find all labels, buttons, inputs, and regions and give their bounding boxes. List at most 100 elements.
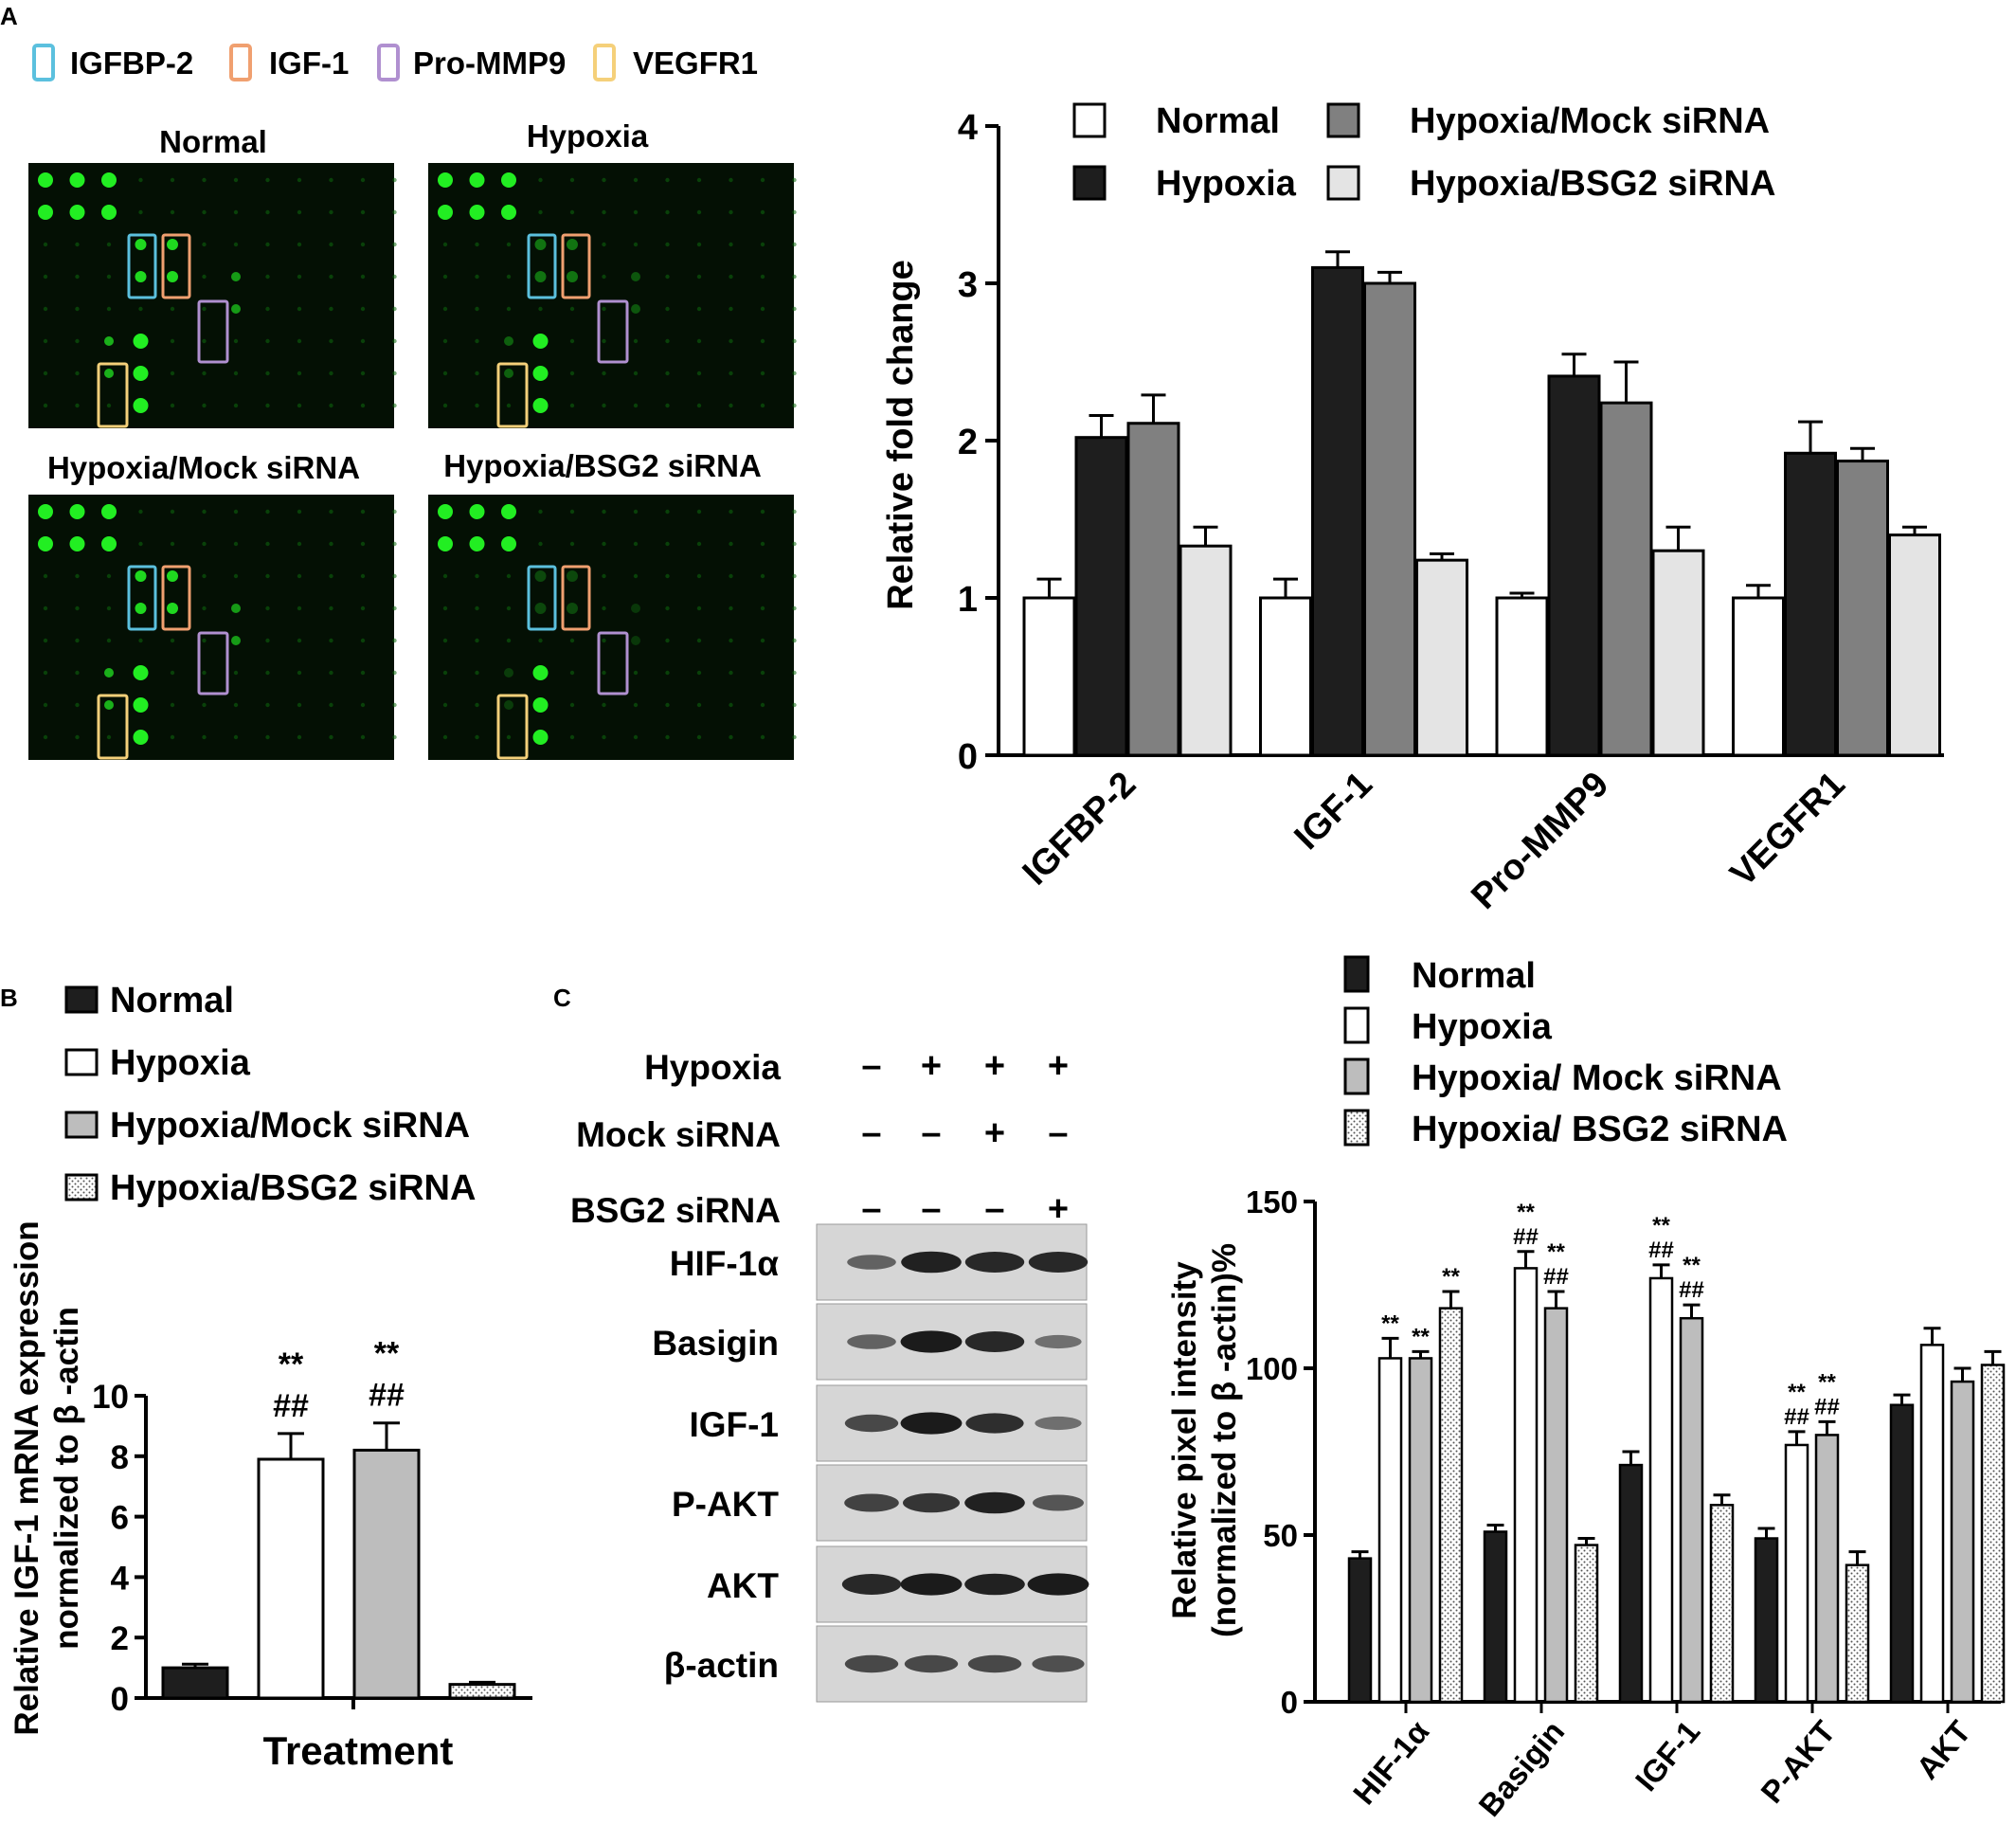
chart-a-bar-hypoxia-bsg2-sirna-vegfr1 <box>1888 533 1941 757</box>
chart-c-category-label: IGF-1 <box>1629 1714 1707 1798</box>
array-spot <box>43 403 48 408</box>
array-spot <box>729 370 733 376</box>
array-spot <box>75 670 80 676</box>
array-spot <box>38 504 53 519</box>
array-spot <box>329 702 333 708</box>
array-spot <box>602 274 606 280</box>
array-spot <box>233 670 239 676</box>
chart-a-category-label: IGF-1 <box>1287 765 1379 858</box>
chart-c-legend-swatch <box>1343 1057 1370 1095</box>
array-spot <box>792 370 797 376</box>
array-spot <box>569 209 575 215</box>
array-spot <box>729 338 733 344</box>
array-spot <box>760 670 765 676</box>
array-spot <box>170 209 175 215</box>
array-spot <box>631 604 640 613</box>
blot-condition-symbol: – <box>921 1113 941 1153</box>
chart-a-bar-hypoxia-mock-sirna-vegfr1 <box>1836 460 1889 757</box>
array-spot <box>475 403 479 408</box>
chart-b-bar-normal <box>161 1666 229 1700</box>
array-spot <box>202 306 207 312</box>
array-spot <box>231 604 241 613</box>
array-spot <box>360 734 366 740</box>
array-spot <box>792 541 797 547</box>
array-spot <box>665 242 670 247</box>
chart-a-bar-normal-pro-mmp9 <box>1495 596 1549 757</box>
array-spot <box>792 670 797 676</box>
array-spot <box>360 541 366 547</box>
chart-a-bar-normal-vegfr1 <box>1732 596 1785 757</box>
array-spot <box>501 205 516 220</box>
chart-b-legend-swatch <box>64 1048 99 1076</box>
array-spot <box>360 370 366 376</box>
array-spot <box>170 403 175 408</box>
chart-a-legend-swatch <box>1072 165 1107 201</box>
chart-b-ytick-label: 10 <box>92 1379 129 1416</box>
array-spot <box>231 304 241 314</box>
array-spot <box>506 403 512 408</box>
blot-condition-symbol: – <box>921 1189 941 1229</box>
blot-band <box>964 1573 1025 1596</box>
array-spot <box>170 638 175 643</box>
blot-band <box>1035 1334 1082 1349</box>
chart-c-significance-label: ** <box>1442 1264 1460 1290</box>
chart-c-significance-label: ** <box>1381 1310 1399 1336</box>
blot-band <box>1033 1494 1084 1511</box>
array-spot <box>633 242 639 247</box>
array-spot <box>202 702 207 708</box>
array-spot <box>170 670 175 676</box>
chart-b-legend-label: Hypoxia <box>110 1043 251 1083</box>
array-spot <box>75 734 80 740</box>
array-spot <box>602 306 606 312</box>
array-spot <box>43 370 48 376</box>
array-spot <box>475 306 479 312</box>
chart-a-ytick-label: 4 <box>958 108 978 148</box>
array-spot <box>170 734 175 740</box>
array-legend-swatch-igf1 <box>229 44 252 81</box>
array-spot <box>696 177 702 183</box>
array-spot <box>202 209 207 215</box>
array-spot <box>167 603 178 614</box>
array-spot <box>760 306 765 312</box>
array-spot <box>202 573 207 579</box>
array-spot <box>506 605 512 611</box>
array-spot <box>38 172 53 188</box>
array-spot <box>760 509 765 515</box>
array-legend-label-igf1: IGF-1 <box>269 45 349 81</box>
chart-c-significance-label: ** <box>1818 1369 1836 1395</box>
chart-c-pixel-intensity: 050100150******HIF-1α**##**##Basigin**##… <box>1246 955 2006 1823</box>
array-spot <box>202 509 207 515</box>
blot-row-label-mock-sirna: Mock siRNA <box>576 1115 781 1154</box>
array-spot <box>569 177 575 183</box>
array-spot <box>360 274 366 280</box>
array-spot <box>360 638 366 643</box>
array-spot <box>170 370 175 376</box>
array-spot <box>170 177 175 183</box>
chart-b-significance-label: ** <box>374 1336 400 1372</box>
array-spot <box>135 570 147 582</box>
chart-a-bar-normal-igf-1 <box>1259 596 1312 757</box>
array-spot <box>170 509 175 515</box>
array-spot <box>106 734 112 740</box>
array-spot <box>265 370 270 376</box>
array-spot <box>297 177 302 183</box>
array-spot <box>138 638 143 643</box>
array-spot <box>38 536 53 551</box>
array-spot <box>104 668 114 678</box>
chart-c-significance-label: ## <box>1784 1404 1809 1430</box>
array-spot <box>329 670 333 676</box>
chart-a-bar-hypoxia-mock-sirna-igf-1 <box>1363 281 1416 757</box>
array-spot <box>729 638 733 643</box>
blot-band <box>901 1251 962 1274</box>
chart-c-bar-normal-igf-1 <box>1618 1463 1644 1704</box>
array-spot <box>231 636 241 645</box>
array-spot <box>469 172 485 188</box>
blot-band <box>964 1252 1025 1273</box>
array-spot <box>106 638 112 643</box>
array-spot <box>534 271 547 282</box>
chart-c-bar-normal-hif-1 <box>1347 1557 1373 1704</box>
blot-condition-symbol: – <box>984 1189 1004 1229</box>
array-spot <box>231 272 241 281</box>
array-spot <box>297 573 302 579</box>
array-spot <box>202 274 207 280</box>
